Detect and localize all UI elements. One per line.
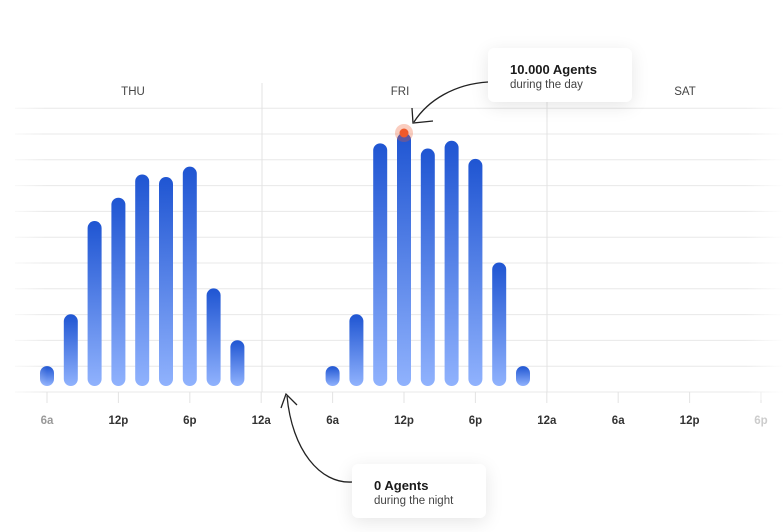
x-tick-label: 6a <box>41 415 54 427</box>
x-tick-label: 12a <box>537 415 557 427</box>
day-label: THU <box>121 86 145 98</box>
x-tick-label: 12p <box>394 415 414 427</box>
night-arrow-line <box>286 395 353 483</box>
night-callout-title: 0 Agents <box>374 478 429 493</box>
day-callout: 10.000 Agents during the day <box>488 48 632 102</box>
day-label: FRI <box>391 86 410 98</box>
day-label: SAT <box>674 86 696 98</box>
day-callout-title: 10.000 Agents <box>510 62 597 77</box>
x-tick-label: 6p <box>469 415 482 427</box>
x-tick-label: 12p <box>108 415 128 427</box>
x-tick-label: 6p <box>183 415 196 427</box>
x-tick-label: 12a <box>252 415 272 427</box>
peak-marker <box>399 128 409 138</box>
day-arrow-line <box>413 81 489 123</box>
x-tick-label: 6p <box>754 415 767 427</box>
x-tick-label: 12p <box>680 415 700 427</box>
edge-fade <box>0 100 784 400</box>
night-callout: 0 Agents during the night <box>352 464 486 518</box>
night-arrow-head <box>280 392 298 409</box>
x-tick-label: 6a <box>612 415 625 427</box>
x-tick-label: 6a <box>326 415 339 427</box>
day-arrow-head <box>411 107 434 124</box>
day-callout-subtitle: during the day <box>510 79 583 91</box>
night-callout-subtitle: during the night <box>374 495 454 507</box>
